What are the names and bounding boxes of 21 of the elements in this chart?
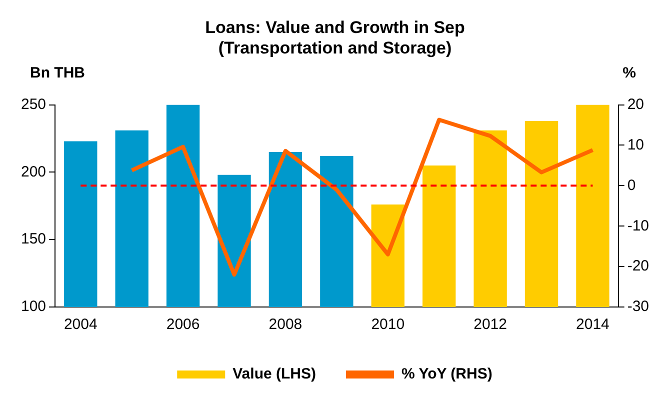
x-tick-label: 2004 [64, 316, 98, 334]
y-tick-label: 250 [20, 96, 46, 113]
x-tick-label: 2014 [576, 316, 610, 334]
y-tick-label: 150 [20, 230, 46, 248]
y-tick-label: 100 [20, 298, 46, 316]
legend-label: % YoY (RHS) [401, 366, 492, 383]
legend-label: Value (LHS) [232, 366, 316, 383]
y2-axis-title: % [622, 64, 636, 82]
chart-title: Loans: Value and Growth in Sep (Transportation and Storage) [205, 18, 465, 58]
x-tick-label: 2012 [474, 316, 507, 334]
y2-tick-label: 10 [627, 136, 644, 154]
x-tick-label: 2006 [166, 316, 200, 334]
y2-tick-label: 0 [627, 176, 636, 194]
y-axis-title: Bn THB [30, 64, 86, 82]
x-tick-label: 2010 [371, 316, 405, 334]
y-tick-label: 200 [20, 163, 46, 180]
y2-tick-label: -10 [627, 217, 650, 234]
x-tick-label: 2008 [268, 316, 302, 334]
y2-tick-label: -20 [627, 258, 650, 275]
y2-tick-label: -30 [627, 298, 650, 316]
y2-tick-label: 20 [627, 96, 644, 113]
